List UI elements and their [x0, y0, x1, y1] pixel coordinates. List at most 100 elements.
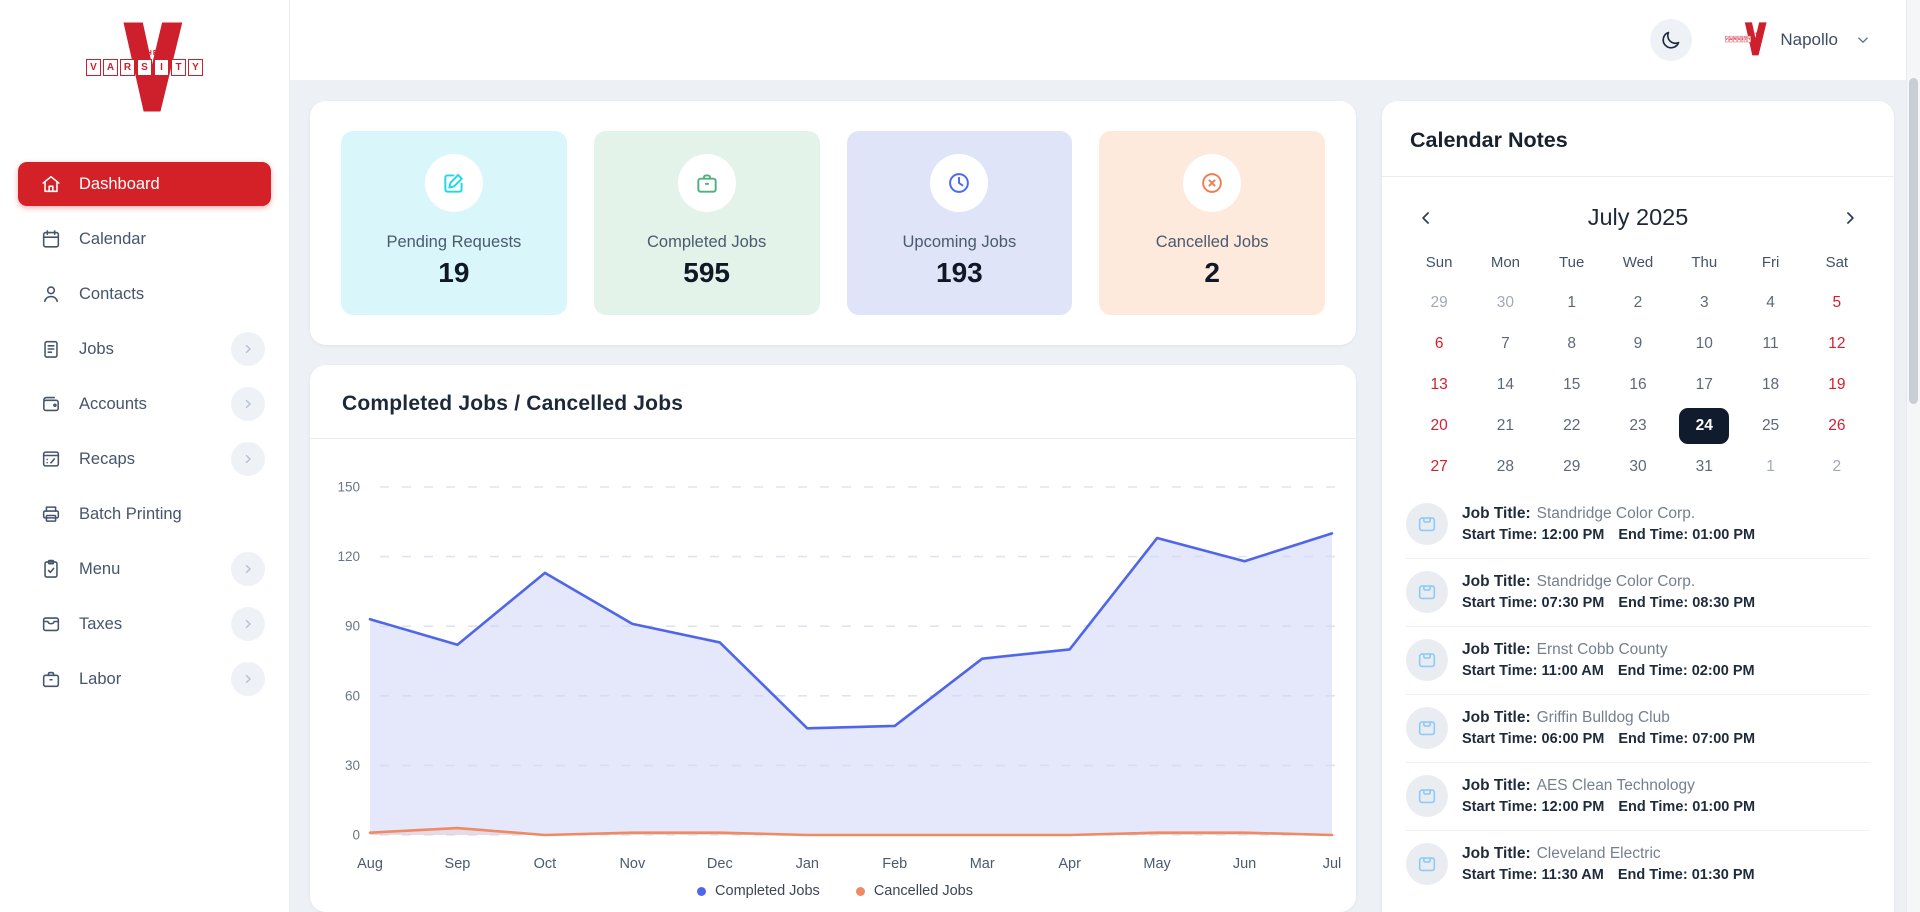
- calendar-day[interactable]: 19: [1828, 376, 1846, 393]
- stat-label: Cancelled Jobs: [1155, 233, 1269, 251]
- end-time-value: 08:30 PM: [1692, 595, 1756, 611]
- calendar-day[interactable]: 22: [1563, 417, 1581, 434]
- card-pocket-icon: [1418, 585, 1436, 600]
- sidebar-item-label: Jobs: [79, 339, 114, 358]
- job-list-item[interactable]: Job Title: Standridge Color Corp. Start Ti…: [1406, 559, 1870, 627]
- weekday-label: Tue: [1559, 254, 1585, 271]
- calendar-day[interactable]: 5: [1832, 294, 1842, 311]
- expand-chevron[interactable]: [231, 442, 265, 476]
- end-time-label: End Time:: [1618, 595, 1689, 611]
- end-time-value: 01:00 PM: [1692, 527, 1756, 543]
- calendar-day[interactable]: 27: [1430, 458, 1448, 475]
- job-card-icon: [1406, 571, 1448, 613]
- job-list-item[interactable]: Job Title: AES Clean Technology Start Time…: [1406, 763, 1870, 831]
- sidebar-item-calendar[interactable]: Calendar: [18, 217, 271, 261]
- legend-item-cancelled-jobs[interactable]: Cancelled Jobs: [855, 883, 973, 899]
- job-times: Start Time: 07:30 PM End Time: 08:30 PM: [1462, 595, 1755, 611]
- sidebar-item-taxes[interactable]: Taxes: [18, 602, 271, 646]
- clipboard-icon: [44, 340, 58, 358]
- stat-icon-circle: [930, 154, 989, 212]
- calendar-day[interactable]: 21: [1496, 417, 1515, 434]
- x-tick-label: Sep: [445, 856, 471, 872]
- inbox-icon: [42, 617, 60, 632]
- calendar-day[interactable]: 31: [1695, 458, 1713, 475]
- calendar-day[interactable]: 30: [1629, 458, 1647, 475]
- calendar-day[interactable]: 14: [1496, 376, 1515, 393]
- stat-value: 595: [683, 257, 730, 288]
- calendar-prev-button[interactable]: [1416, 208, 1444, 228]
- calendar-day-selected[interactable]: 24: [1671, 405, 1737, 446]
- job-card-icon: [1406, 503, 1448, 545]
- sidebar-item-contacts[interactable]: Contacts: [18, 272, 271, 316]
- expand-chevron[interactable]: [231, 332, 265, 366]
- calendar-day[interactable]: 16: [1629, 376, 1647, 393]
- scrollbar-thumb[interactable]: [1909, 78, 1918, 404]
- expand-chevron[interactable]: [231, 607, 265, 641]
- calendar-day[interactable]: 25: [1761, 417, 1780, 434]
- calendar-day[interactable]: 26: [1828, 417, 1846, 434]
- calendar-day[interactable]: 6: [1434, 335, 1444, 352]
- calendar-day[interactable]: 1: [1567, 294, 1577, 311]
- logo-the-text: THE: [1752, 32, 1759, 36]
- x-tick-label: Jan: [796, 856, 819, 872]
- chevron-right-icon: [245, 344, 251, 354]
- job-title-value: Standridge Color Corp.: [1536, 505, 1696, 522]
- expand-chevron[interactable]: [231, 552, 265, 586]
- job-list-item[interactable]: Job Title: Standridge Color Corp. Start Ti…: [1406, 491, 1870, 559]
- sidebar-item-dashboard[interactable]: Dashboard: [18, 162, 271, 206]
- logo-letter: Y: [188, 59, 203, 76]
- calendar-day[interactable]: 28: [1496, 458, 1515, 475]
- job-list-item[interactable]: Job Title: Cleveland Electric Start Time: …: [1406, 831, 1870, 898]
- dark-mode-toggle[interactable]: [1650, 19, 1693, 61]
- sidebar-item-menu[interactable]: Menu: [18, 547, 271, 591]
- calendar-day[interactable]: 7: [1501, 335, 1510, 352]
- sidebar-item-jobs[interactable]: Jobs: [18, 327, 271, 371]
- stat-label: Pending Requests: [386, 233, 522, 251]
- calendar-day[interactable]: 11: [1762, 335, 1779, 352]
- calendar-day[interactable]: 1: [1766, 458, 1775, 475]
- job-list-item[interactable]: Job Title: Griffin Bulldog Club Start Time…: [1406, 695, 1870, 763]
- chart-legend: Completed Jobs Cancelled Jobs: [322, 883, 1348, 899]
- chevron-right-icon: [245, 454, 251, 464]
- calendar-day[interactable]: 30: [1496, 294, 1515, 311]
- sidebar-item-batch-printing[interactable]: Batch Printing: [18, 492, 271, 536]
- calendar-day[interactable]: 15: [1563, 376, 1581, 393]
- calendar-day[interactable]: 17: [1695, 376, 1713, 393]
- svg-text:90: 90: [345, 619, 360, 634]
- calendar-day[interactable]: 12: [1828, 335, 1846, 352]
- x-tick-label: May: [1143, 856, 1171, 872]
- expand-chevron[interactable]: [231, 662, 265, 696]
- calendar-day[interactable]: 20: [1430, 417, 1448, 434]
- calendar-day[interactable]: 2: [1832, 458, 1842, 475]
- calendar-next-button[interactable]: [1832, 208, 1860, 228]
- calendar-day[interactable]: 10: [1695, 335, 1713, 352]
- calendar-day[interactable]: 8: [1567, 335, 1577, 352]
- calendar-day[interactable]: 4: [1766, 294, 1775, 311]
- job-list-item[interactable]: Job Title: Ernst Cobb County Start Time: 1…: [1406, 627, 1870, 695]
- calendar-day[interactable]: 29: [1563, 458, 1581, 475]
- sidebar-item-recaps[interactable]: Recaps: [18, 437, 271, 481]
- calendar-day[interactable]: 18: [1761, 376, 1780, 393]
- chevron-down-icon[interactable]: [1854, 31, 1872, 49]
- calendar-day[interactable]: 2: [1633, 294, 1643, 311]
- calendar-day[interactable]: 3: [1699, 294, 1709, 311]
- end-time-value: 07:00 PM: [1692, 731, 1756, 747]
- sidebar-item-accounts[interactable]: Accounts: [18, 382, 271, 426]
- sidebar-item-labor[interactable]: Labor: [18, 657, 271, 701]
- calendar-day[interactable]: 9: [1633, 335, 1643, 352]
- legend-item-completed-jobs[interactable]: Completed Jobs: [697, 883, 820, 899]
- page-scrollbar[interactable]: [1906, 0, 1920, 912]
- calendar-day[interactable]: 23: [1629, 417, 1647, 434]
- job-times: Start Time: 12:00 PM End Time: 01:00 PM: [1462, 799, 1755, 815]
- expand-chevron[interactable]: [231, 387, 265, 421]
- calendar-day[interactable]: 29: [1430, 294, 1448, 311]
- jobs-chart-card: Completed Jobs / Cancelled Jobs 0 30 60 90 1…: [310, 365, 1356, 912]
- x-tick-label: Apr: [1058, 856, 1081, 872]
- chevron-left-icon: [1422, 211, 1429, 224]
- calendar-icon: [42, 230, 60, 248]
- calendar-day[interactable]: 13: [1430, 376, 1448, 393]
